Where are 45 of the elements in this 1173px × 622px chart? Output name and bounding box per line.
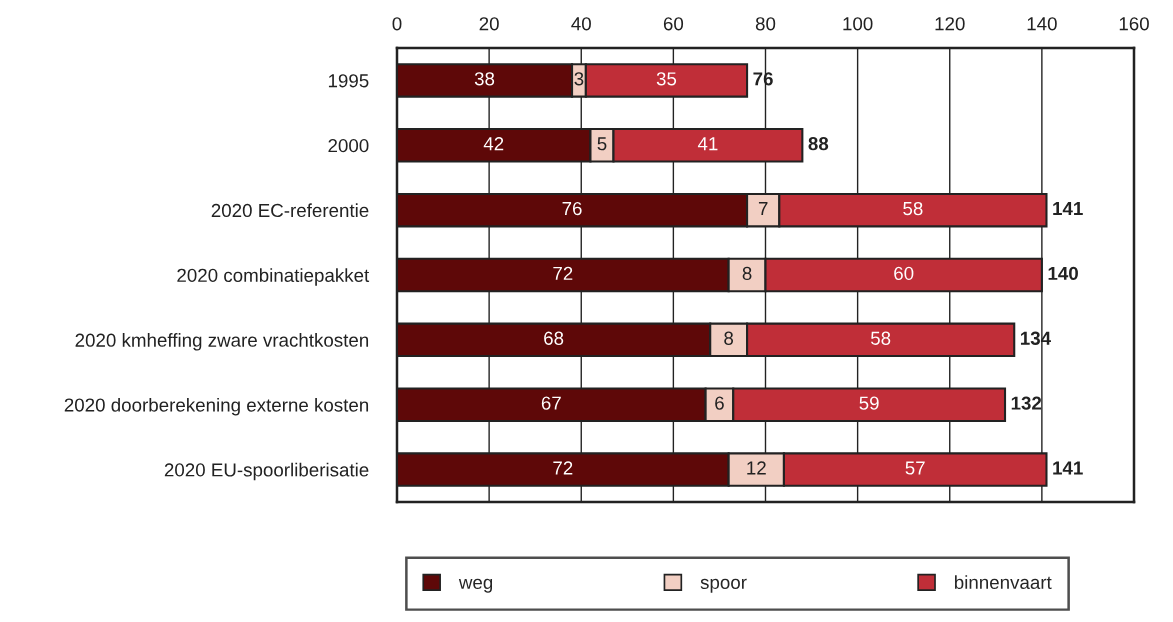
x-tick-label: 40 [571,17,591,31]
data-label: 57 [905,461,925,475]
y-tick-label: 2020 kmheffing zware vrachtkosten [75,333,369,351]
data-label: 5 [597,137,607,151]
legend-label: spoor [700,578,747,593]
total-label: 132 [1011,396,1042,410]
x-tick-label: 100 [843,17,873,31]
y-tick-label: 1995 [328,74,369,88]
x-tick-label: 140 [1027,17,1057,31]
data-label: 42 [483,137,504,151]
x-tick-label: 0 [392,17,402,31]
data-label: 35 [656,72,677,86]
data-label: 58 [903,201,923,216]
data-label: 67 [541,396,561,410]
legend-label: weg [458,578,493,593]
y-tick-label: 2020 EU-spoorliberisatie [164,462,369,481]
x-tick-label: 120 [935,17,965,31]
data-label: 6 [715,396,724,410]
data-label: 8 [724,331,734,345]
y-tick-label: 2020 EC-referentie [211,203,369,218]
data-label: 3 [574,72,584,86]
data-label: 38 [474,72,495,86]
total-label: 141 [1053,461,1083,475]
data-label: 76 [562,201,582,216]
x-tick-label: 60 [663,17,684,31]
data-label: 8 [742,266,752,281]
data-label: 41 [697,137,718,151]
y-tick-label: 2020 combinatiepakket [177,268,370,286]
data-label: 68 [544,331,564,345]
x-tick-label: 20 [479,17,499,31]
data-label: 59 [859,396,879,410]
total-label: 88 [808,137,829,151]
data-label: 7 [758,202,768,215]
y-tick-label: 2020 doorberekening externe kosten [64,397,369,416]
data-label: 72 [553,266,573,280]
total-label: 140 [1048,266,1078,281]
x-tick-label: 80 [755,17,776,31]
y-tick-label: 2000 [328,138,369,153]
data-label: 72 [553,461,573,475]
data-label: 60 [894,266,914,281]
data-label: 58 [870,331,891,345]
data-label: 12 [747,461,766,475]
legend-label: binnenvaart [954,575,1052,590]
x-tick-label: 160 [1119,17,1149,31]
total-label: 141 [1053,202,1083,215]
